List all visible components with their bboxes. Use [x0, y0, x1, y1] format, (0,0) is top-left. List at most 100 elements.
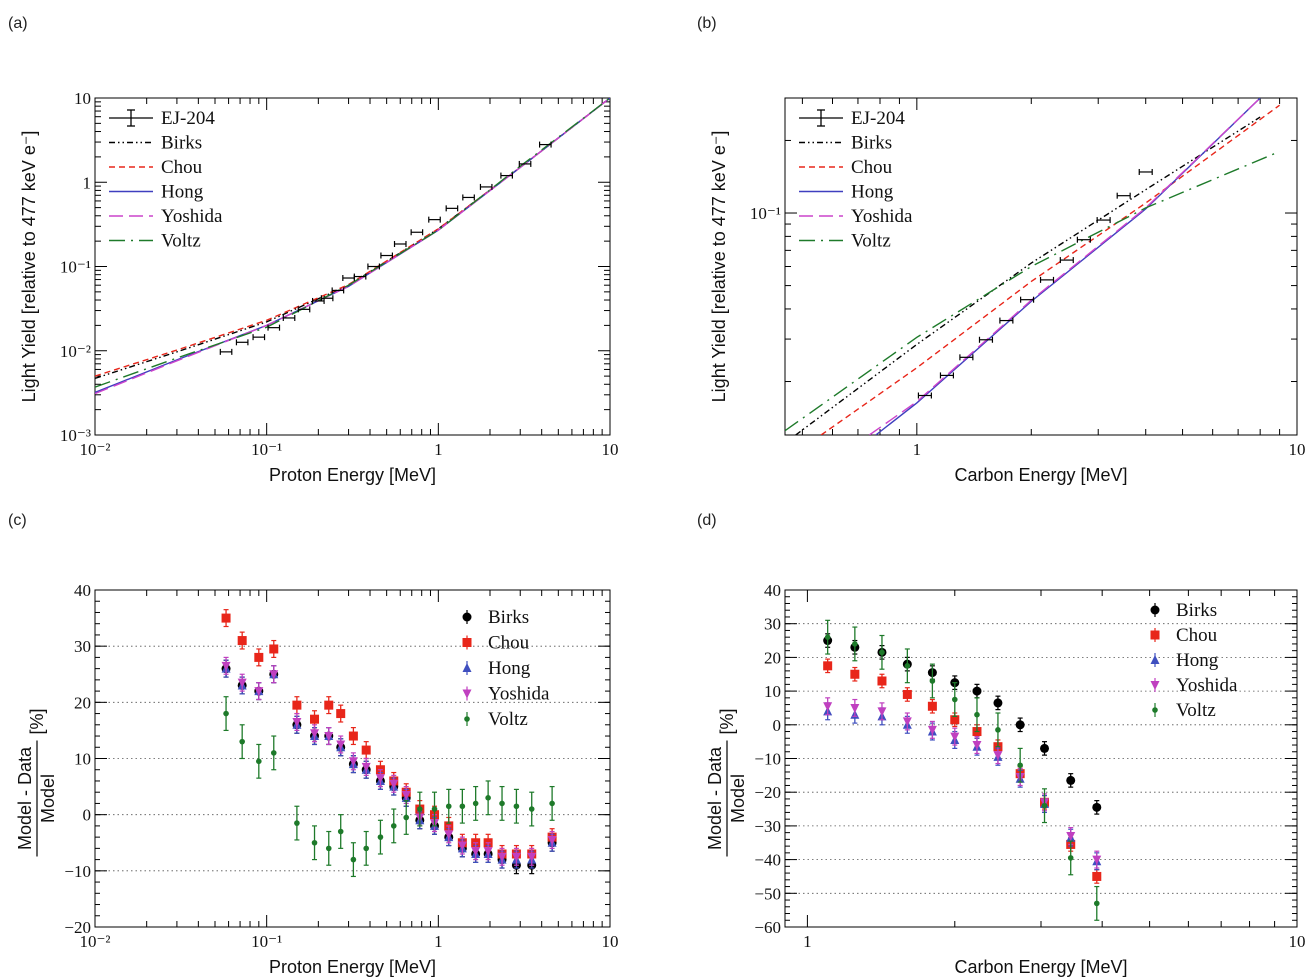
marker: [850, 703, 860, 713]
data-point-yoshida: [324, 727, 334, 746]
marker: [902, 717, 912, 727]
data-point-yoshida: [444, 825, 454, 844]
data-point-yoshida: [361, 757, 371, 776]
y-tick-label: −30: [754, 817, 781, 836]
marker: [547, 835, 557, 845]
marker: [823, 661, 833, 671]
marker: [950, 732, 960, 742]
data-point-yoshida: [375, 769, 385, 788]
marker: [1066, 832, 1076, 842]
marker: [1066, 775, 1076, 785]
data-point-yoshida: [292, 712, 302, 732]
y-axis-title-denominator: Model: [38, 774, 58, 823]
legend-label: Chou: [851, 157, 893, 178]
x-axis-title: Carbon Energy [MeV]: [954, 957, 1127, 977]
marker: [974, 711, 980, 718]
data-point-birks: [1015, 717, 1025, 733]
data-point-chou: [361, 741, 371, 760]
data-point-yoshida: [877, 702, 887, 721]
data-point-voltz: [1017, 747, 1023, 783]
series-line-hong: [875, 98, 1261, 435]
data-point-voltz: [904, 648, 911, 684]
data-point: [252, 334, 266, 341]
plot-area: [785, 98, 1281, 435]
plot-area: [823, 619, 1102, 921]
x-tick-label: 10: [1289, 932, 1306, 951]
marker: [457, 841, 467, 851]
data-point-voltz: [445, 788, 452, 824]
data-point-voltz: [337, 814, 344, 849]
data-point: [1020, 296, 1035, 303]
data-point-chou: [902, 687, 912, 702]
marker: [361, 762, 371, 772]
marker: [221, 661, 231, 671]
data-point: [1096, 217, 1111, 224]
data-point-voltz: [459, 788, 466, 824]
marker: [363, 845, 369, 852]
legend: Birks Chou Hong Yoshida Voltz: [462, 607, 550, 730]
legend-label: Voltz: [161, 231, 201, 252]
data-point: [999, 317, 1014, 324]
data-point: [917, 392, 932, 399]
marker: [1092, 855, 1102, 865]
data-point: [1076, 236, 1091, 243]
data-point-yoshida: [237, 673, 247, 692]
data-point-birks: [1040, 741, 1050, 756]
data-point-chou: [336, 704, 346, 723]
marker: [403, 814, 410, 821]
y-tick-label: 0: [773, 716, 782, 735]
data-point-voltz: [431, 791, 438, 827]
data-point-chou: [221, 609, 231, 628]
marker: [823, 702, 833, 712]
data-point-voltz: [472, 785, 479, 821]
legend-label: Hong: [161, 182, 204, 203]
marker: [269, 670, 279, 680]
legend-label: Chou: [488, 633, 530, 654]
marker: [950, 715, 960, 725]
marker: [972, 686, 982, 696]
marker: [254, 687, 264, 697]
x-tick-label: 1: [913, 440, 922, 459]
marker: [497, 852, 507, 862]
data-point: [320, 295, 334, 302]
data-point-voltz: [852, 626, 858, 662]
data-point-yoshida: [254, 682, 264, 701]
marker: [350, 856, 357, 863]
data-point-voltz: [824, 619, 831, 655]
data-point-voltz: [363, 830, 369, 866]
data-point-chou: [1092, 869, 1102, 884]
data-point-yoshida: [389, 774, 399, 793]
data-point-yoshida: [902, 712, 912, 731]
legend-marker: [464, 716, 470, 722]
data-point-chou: [927, 698, 937, 714]
legend-marker: [1150, 605, 1160, 615]
data-point-chou: [823, 658, 833, 674]
data-point-voltz: [417, 791, 423, 827]
marker: [389, 779, 399, 789]
series-line-yoshida: [95, 98, 610, 395]
data-point-yoshida: [511, 847, 521, 866]
y-axis-title: Light Yield [relative to 477 keV e⁻]: [709, 131, 729, 403]
legend-label: Yoshida: [851, 206, 913, 227]
data-point: [235, 339, 249, 346]
data-point-voltz: [294, 805, 300, 841]
data-point: [282, 314, 296, 321]
data-point-voltz: [485, 780, 491, 816]
marker: [294, 820, 300, 826]
marker: [459, 803, 466, 810]
data-point-birks: [1092, 800, 1102, 815]
y-tick-label: 20: [74, 693, 91, 712]
marker: [336, 740, 346, 750]
data-point: [331, 287, 345, 294]
data-point-chou: [850, 666, 860, 682]
marker: [324, 700, 334, 710]
data-point-yoshida: [269, 665, 279, 684]
data-point-birks: [1066, 773, 1076, 788]
data-point: [393, 240, 407, 247]
panel-label: (b): [697, 15, 717, 32]
marker: [877, 707, 887, 717]
legend-label: EJ-204: [851, 108, 905, 129]
series-line-voltz: [785, 150, 1280, 432]
data-point-voltz: [377, 819, 384, 855]
